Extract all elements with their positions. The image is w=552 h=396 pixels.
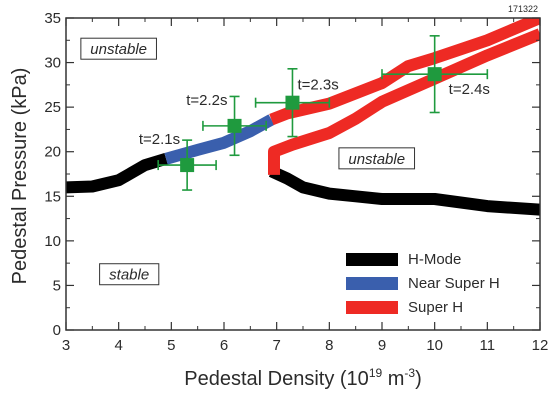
x-axis-title-end: ) [415,368,422,390]
region-label: unstable [90,41,147,58]
x-axis-title-mid: m [382,368,404,390]
plot-area: t=2.1s t=2.2s t=2.3s t=2.4s unstable unstable… [66,18,540,286]
legend-swatch-h-mode [346,253,398,266]
legend-label: Super H [408,299,463,316]
figure-id: 171322 [508,4,538,14]
x-axis-title-main: Pedestal Density (10 [184,368,369,390]
y-tick-label: 5 [53,277,61,294]
legend-label: H-Mode [408,251,461,268]
x-tick-label: 6 [220,337,228,354]
x-tick-label: 11 [480,337,496,354]
x-tick-label: 4 [114,337,122,354]
time-label: t=2.4s [449,81,490,98]
time-label: t=2.2s [186,92,227,109]
x-tick-label: 8 [325,337,333,354]
x-tick-label: 12 [532,337,549,354]
region-label-box [80,37,157,60]
series-line-super-h-1 [268,28,540,175]
y-tick-label: 25 [44,99,61,116]
series-line-super-h-0 [269,18,540,126]
x-tick-label: 10 [426,337,443,354]
time-label: t=2.1s [139,131,180,148]
region-label-box [338,147,416,170]
y-tick-label: 30 [44,55,61,72]
data-point-marker [180,158,195,173]
y-axis-title: Pedestal Pressure (kPa) [9,68,31,285]
y-tick-label: 20 [44,144,61,161]
x-tick-label: 5 [167,337,175,354]
legend-label: Near Super H [408,275,500,292]
y-tick-label: 35 [44,10,61,27]
legend-swatch-super-h [346,301,398,314]
series-line-h-mode-0 [66,153,168,194]
x-tick-label: 9 [378,337,386,354]
region-label: stable [109,267,149,284]
x-tick-label: 7 [272,337,280,354]
y-tick-label: 0 [53,322,61,339]
y-tick-label: 15 [44,188,61,205]
x-axis-title: Pedestal Density (1019 m-3) [184,366,421,390]
time-label: t=2.3s [297,77,338,94]
data-point-marker [285,95,300,110]
x-axis-title-sup2: -3 [404,366,415,380]
legend: H-Mode Near Super H Super H [346,251,500,316]
data-point-marker [227,118,242,133]
region-label: unstable [348,151,405,168]
series-line-h-mode-1 [268,165,540,216]
y-tick-label: 10 [44,233,61,250]
legend-swatch-near-super-h [346,277,398,290]
x-tick-label: 3 [62,337,70,354]
region-label-box [99,263,160,286]
data-point-marker [427,67,442,82]
x-axis-title-sup1: 19 [369,366,383,380]
axes: 3 4 5 6 7 8 9 10 11 12 0 5 10 15 20 25 30 35 [44,10,548,354]
